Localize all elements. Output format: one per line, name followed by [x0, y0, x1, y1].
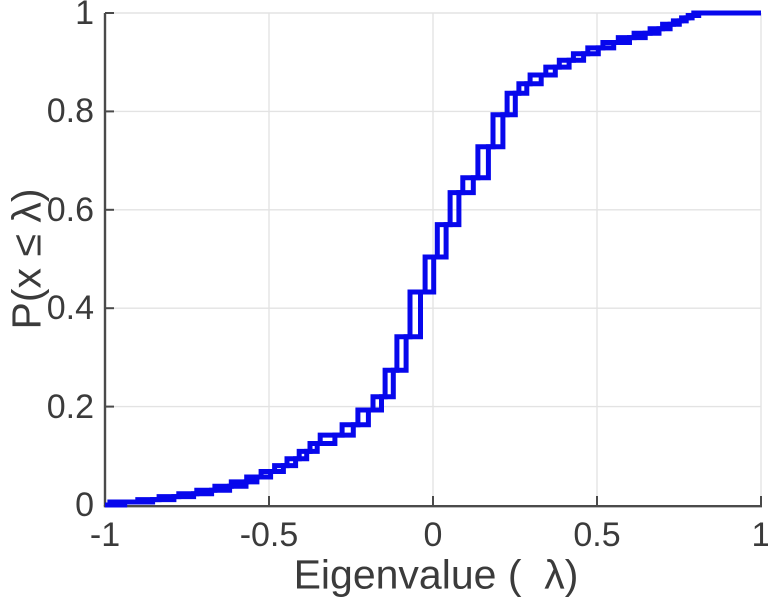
x-tick-label: 1	[751, 516, 768, 554]
y-tick-label: 0.8	[46, 92, 94, 131]
y-tick-label: 0.4	[46, 289, 94, 328]
x-tick-label: -0.5	[239, 516, 299, 554]
y-tick-label: 1	[75, 0, 94, 32]
eigenvalue-ecdf-2-curve	[105, 10, 761, 508]
y-axis-label: P(x ≤ λ)	[3, 188, 50, 330]
y-tick-label: 0.6	[46, 190, 94, 229]
y-tick-label: 0	[75, 486, 94, 524]
x-tick-label: 0.5	[573, 516, 621, 554]
x-tick-label: 0	[423, 516, 443, 554]
y-tick-label: 0.2	[46, 387, 94, 426]
x-axis-label: Eigenvalue ( λ)	[293, 551, 579, 598]
x-tick-label: -1	[89, 516, 121, 554]
